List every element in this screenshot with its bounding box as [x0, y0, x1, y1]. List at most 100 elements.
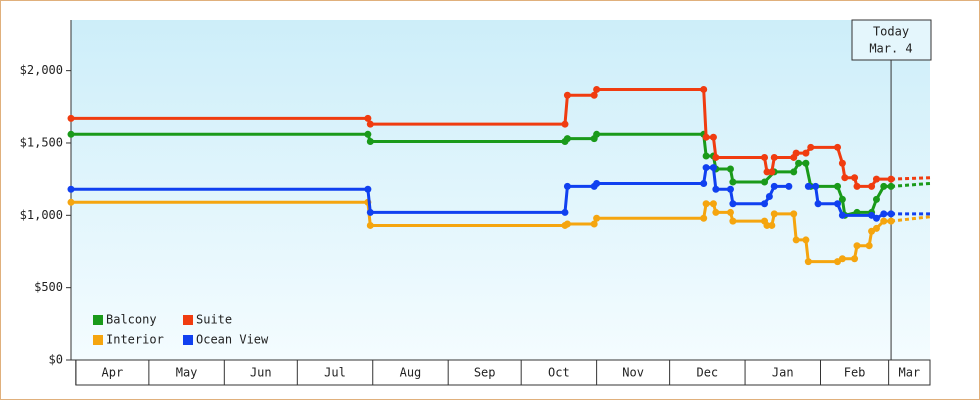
- legend-label: Balcony: [106, 313, 157, 327]
- point: [872, 224, 880, 232]
- point: [785, 182, 793, 190]
- point: [853, 182, 861, 190]
- point: [851, 255, 859, 263]
- x-tick-label: Jun: [250, 366, 272, 380]
- point: [868, 182, 876, 190]
- point: [364, 185, 372, 193]
- point: [792, 236, 800, 244]
- today-label: Mar. 4: [869, 42, 912, 56]
- legend-label: Interior: [106, 333, 164, 347]
- point: [770, 210, 778, 218]
- point: [729, 200, 737, 208]
- point: [561, 208, 569, 216]
- legend-swatch: [93, 315, 103, 325]
- point: [872, 214, 880, 222]
- x-tick-label: Aug: [400, 366, 422, 380]
- today-label: Today: [873, 25, 909, 39]
- point: [561, 120, 569, 128]
- point: [712, 153, 720, 161]
- point: [880, 210, 888, 218]
- point: [726, 165, 734, 173]
- point: [729, 178, 737, 186]
- point: [763, 221, 771, 229]
- point: [563, 91, 571, 99]
- legend-swatch: [183, 315, 193, 325]
- y-tick-label: $1,000: [20, 208, 63, 222]
- point: [726, 208, 734, 216]
- point: [709, 133, 717, 141]
- x-tick-label: Nov: [622, 366, 644, 380]
- y-tick-label: $500: [34, 280, 63, 294]
- point: [700, 214, 708, 222]
- point: [834, 200, 842, 208]
- point: [67, 185, 75, 193]
- point: [366, 221, 374, 229]
- point: [593, 130, 601, 138]
- point: [761, 200, 769, 208]
- point: [726, 185, 734, 193]
- point: [834, 143, 842, 151]
- point: [802, 236, 810, 244]
- point: [770, 182, 778, 190]
- point: [590, 220, 598, 228]
- point: [792, 149, 800, 157]
- point: [851, 174, 859, 182]
- x-tick-label: Apr: [102, 366, 124, 380]
- point: [812, 182, 820, 190]
- point: [364, 114, 372, 122]
- point: [761, 153, 769, 161]
- point: [712, 185, 720, 193]
- x-tick-label: Jan: [772, 366, 794, 380]
- point: [761, 178, 769, 186]
- point: [880, 182, 888, 190]
- point: [770, 153, 778, 161]
- point: [709, 164, 717, 172]
- point: [563, 220, 571, 228]
- legend-label: Suite: [196, 313, 232, 327]
- point: [702, 133, 710, 141]
- point: [590, 91, 598, 99]
- point: [702, 200, 710, 208]
- point: [790, 168, 798, 176]
- point: [790, 210, 798, 218]
- point: [834, 182, 842, 190]
- today-box: [851, 19, 932, 61]
- point: [366, 138, 374, 146]
- legend-swatch: [183, 335, 193, 345]
- point: [880, 217, 888, 225]
- point: [593, 214, 601, 222]
- x-tick-label: Dec: [696, 366, 718, 380]
- point: [593, 179, 601, 187]
- x-tick-label: Sep: [474, 366, 496, 380]
- point: [807, 143, 815, 151]
- legend-label: Ocean View: [196, 333, 269, 347]
- point: [67, 114, 75, 122]
- x-tick-label: May: [176, 366, 198, 380]
- point: [709, 200, 717, 208]
- point: [768, 221, 776, 229]
- point: [700, 85, 708, 93]
- point: [872, 175, 880, 183]
- point: [765, 193, 773, 201]
- point: [814, 200, 822, 208]
- point: [366, 120, 374, 128]
- point: [593, 85, 601, 93]
- point: [729, 217, 737, 225]
- legend-swatch: [93, 335, 103, 345]
- point: [702, 164, 710, 172]
- point: [802, 149, 810, 157]
- y-tick-label: $0: [49, 353, 63, 367]
- point: [67, 198, 75, 206]
- point: [838, 211, 846, 219]
- point: [838, 159, 846, 167]
- point: [804, 258, 812, 266]
- point: [795, 159, 803, 167]
- point: [768, 168, 776, 176]
- x-tick-label: Feb: [844, 366, 866, 380]
- point: [865, 242, 873, 250]
- point: [763, 168, 771, 176]
- point: [712, 208, 720, 216]
- point: [563, 182, 571, 190]
- point: [702, 152, 710, 160]
